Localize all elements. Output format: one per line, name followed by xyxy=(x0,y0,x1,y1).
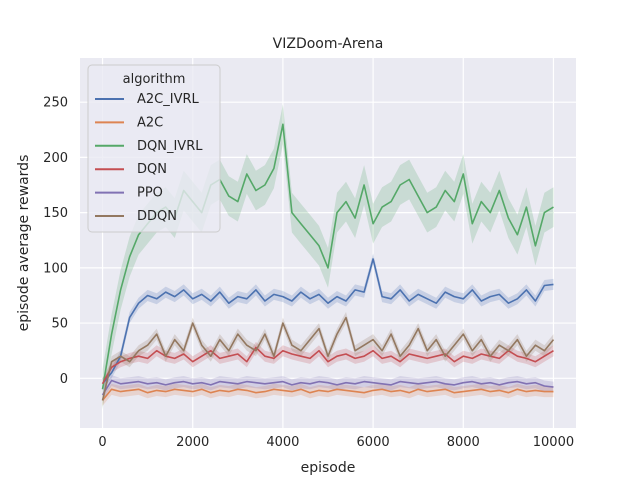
series-line xyxy=(101,258,554,385)
x-tick-label: 8000 xyxy=(447,435,480,450)
legend-entry: DDQN xyxy=(137,209,177,224)
x-tick-label: 6000 xyxy=(357,435,390,450)
x-tick-label: 0 xyxy=(98,435,106,450)
y-axis-label: episode average rewards xyxy=(16,155,32,332)
x-tick-labels: 0 2000 4000 6000 8000 10000 xyxy=(98,435,574,450)
legend-entry: DQN_IVRL xyxy=(137,139,203,154)
legend-title: algorithm xyxy=(123,72,186,87)
series-line xyxy=(101,388,554,401)
series-line xyxy=(101,346,554,385)
y-tick-label: 100 xyxy=(43,261,68,276)
chart-title: VIZDoom-Arena xyxy=(273,36,384,52)
y-tick-label: 0 xyxy=(60,372,68,387)
x-tick-label: 2000 xyxy=(176,435,209,450)
y-tick-label: 200 xyxy=(43,151,68,166)
legend: algorithm A2C_IVRL A2C DQN_IVRL DQN PPO DDQN xyxy=(87,64,221,233)
grid xyxy=(80,58,576,428)
confidence-band xyxy=(102,312,554,406)
confidence-band xyxy=(102,375,554,401)
series-line xyxy=(101,379,554,396)
legend-entry: A2C_IVRL xyxy=(137,92,200,107)
y-tick-label: 150 xyxy=(43,206,68,221)
x-tick-label: 4000 xyxy=(266,435,299,450)
series-line xyxy=(101,316,555,401)
y-tick-label: 50 xyxy=(51,317,68,332)
x-axis-label: episode xyxy=(301,460,356,476)
y-tick-labels: 0 50 100 150 200 250 xyxy=(43,96,68,387)
legend-entry: DQN xyxy=(137,162,167,177)
y-tick-label: 250 xyxy=(43,96,68,111)
legend-entry: A2C xyxy=(137,115,163,130)
x-tick-label: 10000 xyxy=(533,435,574,450)
legend-box xyxy=(87,64,221,233)
legend-entry: PPO xyxy=(137,186,163,201)
